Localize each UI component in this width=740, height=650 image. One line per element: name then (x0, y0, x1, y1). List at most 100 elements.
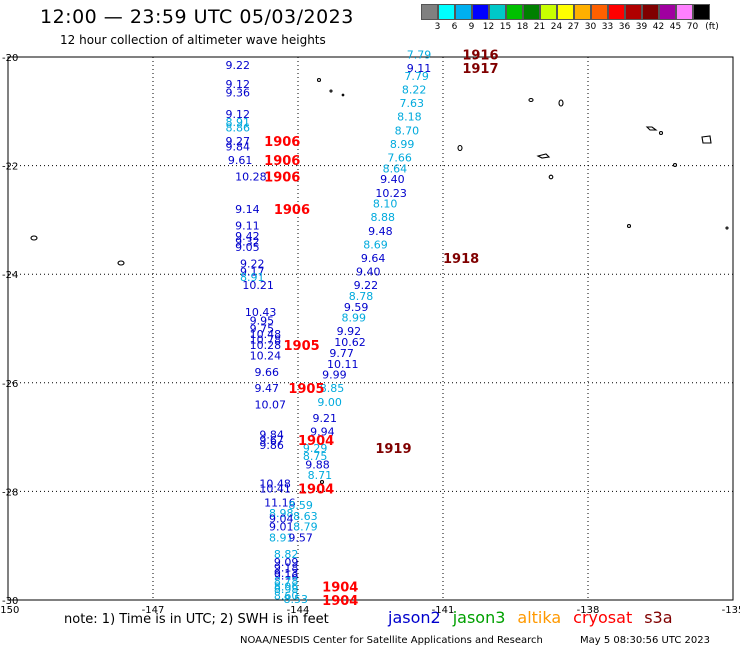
wave-height-value: 8.69 (363, 238, 388, 251)
color-swatch (625, 4, 642, 20)
color-scale-label: 21 (533, 22, 546, 32)
wave-height-value: 9.59 (344, 301, 369, 314)
island-marker (658, 130, 664, 136)
pass-time-label: 1904 (298, 483, 334, 498)
wave-height-value: 10.62 (334, 336, 366, 349)
color-swatch (693, 4, 710, 20)
y-tick-label: -26 (2, 379, 18, 390)
wave-height-value: 9.18 (274, 561, 299, 574)
island-marker (528, 97, 534, 103)
island-marker (548, 174, 554, 180)
wave-height-value: 10.07 (255, 399, 287, 412)
wave-height-value: 9.16 (274, 570, 299, 583)
wave-height-value: 10.28 (235, 170, 267, 183)
island-marker (536, 153, 551, 159)
color-scale-label: 39 (635, 22, 648, 32)
color-scale-label: 36 (618, 22, 631, 32)
x-tick-label: -141 (432, 605, 455, 616)
color-scale-legend: 3 6 9 12 15 18 21 24 27 30 33 36 39 42 45 70 (ft) (421, 4, 719, 34)
wave-height-value: 9.14 (235, 203, 260, 216)
island-marker (626, 223, 632, 229)
wave-height-value: 8.98 (274, 583, 299, 596)
wave-height-value: 9.00 (317, 396, 342, 409)
wave-height-value: 9.61 (228, 154, 253, 167)
color-swatch (540, 4, 557, 20)
x-tick-label: -147 (142, 605, 165, 616)
wave-height-value: 9.94 (310, 426, 335, 439)
wave-height-value: 9.12 (226, 78, 251, 91)
color-swatch (438, 4, 455, 20)
wave-height-value: 8.18 (397, 111, 422, 124)
pass-time-label: 1906 (264, 170, 300, 185)
wave-height-value: 9.01 (269, 521, 294, 534)
y-tick-label: -24 (2, 270, 18, 281)
footnote: note: 1) Time is in UTC; 2) SWH is in fe… (64, 612, 329, 627)
wave-height-value: 9.47 (255, 382, 280, 395)
wave-height-value: 8.10 (373, 198, 398, 211)
pass-time-label: 1904 (298, 434, 334, 449)
wave-height-value: 8.99 (342, 312, 367, 325)
wave-height-value: 10.78 (250, 333, 282, 346)
wave-height-value: 10.48 (250, 328, 282, 341)
wave-height-value: 8.64 (383, 162, 408, 175)
pass-time-label: 1919 (375, 442, 411, 457)
wave-height-value: 9.92 (337, 325, 362, 338)
color-swatch (523, 4, 540, 20)
wave-height-value: 8.91 (240, 271, 265, 284)
wave-height-value: 9.84 (226, 141, 251, 154)
pass-time-label: 1905 (284, 339, 320, 354)
island-marker (457, 144, 463, 152)
wave-height-value: 8.59 (288, 499, 313, 512)
color-swatch (574, 4, 591, 20)
island-outlines (30, 77, 729, 485)
wave-height-value: 9.29 (303, 442, 328, 455)
island-marker (30, 235, 38, 241)
wave-height-value: 9.22 (226, 59, 251, 72)
x-tick-label: -150 (0, 605, 19, 616)
wave-height-value: 9.57 (288, 532, 313, 545)
pass-time-label: 1906 (264, 135, 300, 150)
wave-height-value: 8.91 (269, 532, 294, 545)
wave-height-value: 9.04 (269, 513, 294, 526)
pass-time-label: 1918 (443, 252, 479, 267)
wave-height-value: 9.27 (226, 135, 251, 148)
color-scale-label: 42 (652, 22, 665, 32)
wave-height-value: 9.99 (322, 369, 347, 382)
wave-height-value: 9.22 (240, 257, 265, 270)
pass-time-labels: 1906190619061906190519051904190419041904… (264, 48, 498, 609)
wave-height-value: 11.16 (264, 496, 296, 509)
wave-height-value: 9.11 (235, 219, 260, 232)
wave-height-value: 9.17 (240, 265, 265, 278)
satellite-legend: jason2 jason3 altika cryosat s3a (388, 608, 673, 627)
island-marker (645, 126, 658, 131)
wave-height-value: 9.95 (250, 314, 275, 327)
pass-time-label: 1917 (462, 62, 498, 77)
wave-height-value: 9.11 (407, 62, 432, 75)
color-scale-label: 27 (567, 22, 580, 32)
axis-ticks: -150 -147 -144 -141 -138 -135 -20 -22 -24 -26 -28 -… (0, 53, 740, 616)
color-swatch (642, 4, 659, 20)
island-marker (117, 260, 125, 266)
color-swatch (557, 4, 574, 20)
wave-height-value: 7.63 (400, 97, 425, 110)
color-swatch (472, 4, 489, 20)
pass-time-label: 1904 (322, 594, 358, 609)
pass-time-label: 1904 (322, 580, 358, 595)
page-title: 12:00 — 23:59 UTC 05/03/2023 (40, 6, 354, 28)
wave-height-value: 9.32 (235, 236, 260, 249)
wave-height-value: 8.75 (303, 450, 328, 463)
color-scale-label: 15 (499, 22, 512, 32)
wave-height-value: 10.48 (259, 477, 291, 490)
wave-height-value: 9.48 (368, 225, 393, 238)
wave-height-labels: 9.229.129.369.128.918.869.279.849.6110.2… (226, 48, 432, 606)
pass-time-label: 1916 (462, 48, 498, 63)
color-swatch (608, 4, 625, 20)
wave-height-value: 9.66 (255, 366, 280, 379)
satellite-legend-item: jason2 (388, 608, 441, 627)
y-tick-label: -28 (2, 487, 18, 498)
x-tick-label: -138 (577, 605, 600, 616)
wave-height-value: 9.88 (305, 458, 330, 471)
color-scale-label: 3 (434, 22, 441, 32)
wave-height-value: 10.11 (327, 358, 359, 371)
